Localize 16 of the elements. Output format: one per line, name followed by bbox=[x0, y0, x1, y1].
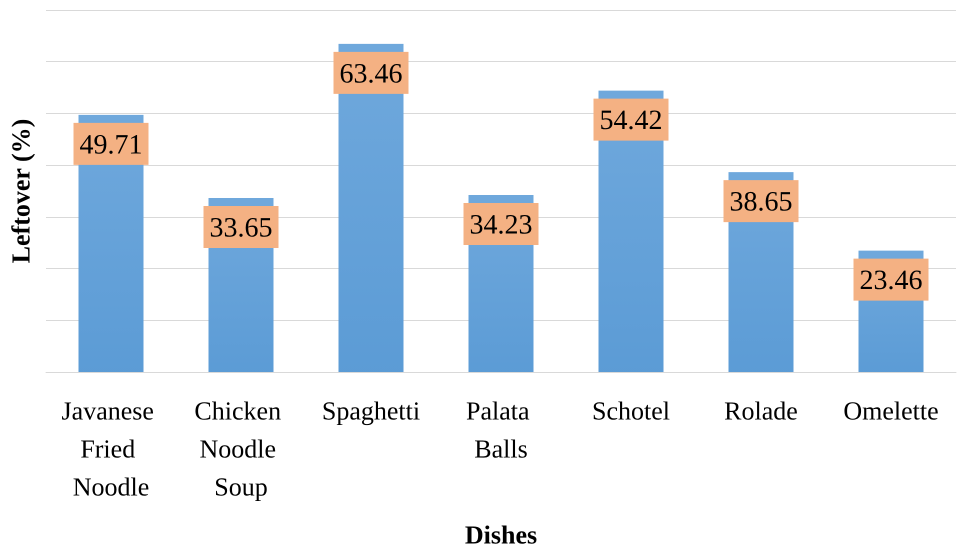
x-tick-label: Chicken Noodle Soup bbox=[194, 396, 288, 502]
x-tick-label: Omelette bbox=[843, 396, 939, 426]
data-label: 54.42 bbox=[600, 105, 662, 136]
x-tick-label: Rolade bbox=[724, 396, 798, 426]
x-tick-label: Schotel bbox=[592, 396, 670, 426]
x-tick-label: Javanese Fried Noodle bbox=[62, 396, 160, 502]
data-label: 34.23 bbox=[470, 209, 532, 240]
x-tick-label: Palata Balls bbox=[466, 396, 536, 464]
data-label: 49.71 bbox=[80, 129, 142, 160]
data-label: 23.46 bbox=[860, 265, 922, 296]
data-label: 38.65 bbox=[730, 186, 792, 218]
x-axis-title: Dishes bbox=[464, 520, 538, 550]
x-tick-label: Spaghetti bbox=[322, 396, 420, 426]
data-label: 63.46 bbox=[340, 58, 402, 90]
data-label: 33.65 bbox=[210, 212, 272, 244]
y-axis-title: Leftover (%) bbox=[6, 118, 36, 264]
